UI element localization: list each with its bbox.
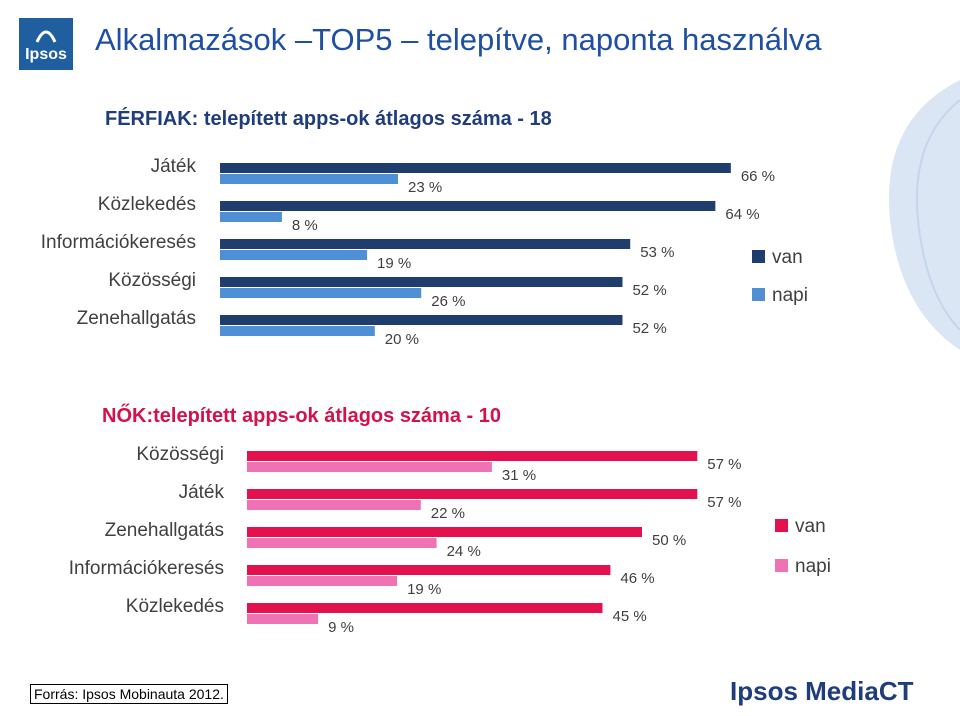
bar-van bbox=[220, 277, 623, 287]
category-label: Közlekedés bbox=[98, 194, 196, 215]
data-label-napi: 23 % bbox=[408, 179, 442, 196]
bar-napi bbox=[247, 614, 319, 624]
bar-napi bbox=[220, 212, 282, 222]
bar-napi bbox=[220, 288, 422, 298]
bar-napi bbox=[247, 500, 421, 510]
category-label: Közösségi bbox=[136, 444, 224, 465]
data-label-napi: 9 % bbox=[328, 619, 354, 636]
data-label-napi: 20 % bbox=[385, 331, 419, 348]
category-label: Közlekedés bbox=[126, 596, 224, 617]
men-chart-title: FÉRFIAK: telepített apps-ok átlagos szám… bbox=[105, 108, 552, 130]
data-label-van: 52 % bbox=[632, 282, 666, 299]
bar-van bbox=[220, 239, 631, 249]
legend-label-napi: napi bbox=[772, 285, 808, 306]
legend-label-van: van bbox=[795, 516, 826, 537]
legend-swatch-napi bbox=[775, 559, 788, 572]
category-label: Játék bbox=[179, 482, 225, 503]
bar-napi bbox=[247, 576, 398, 586]
bar-napi bbox=[247, 538, 437, 548]
bar-van bbox=[247, 527, 642, 537]
bar-napi bbox=[220, 250, 368, 260]
category-label: Játék bbox=[151, 156, 197, 177]
data-label-napi: 19 % bbox=[377, 255, 411, 272]
brand-logo-text: Ipsos MediaCT bbox=[730, 676, 914, 706]
legend-swatch-napi bbox=[752, 288, 765, 301]
data-label-van: 53 % bbox=[640, 244, 674, 261]
women-bar-chart: Közösségi 57 % 31 % Játék 57 % 22 % Zenehallga… bbox=[69, 444, 831, 636]
data-label-napi: 8 % bbox=[292, 217, 318, 234]
legend-swatch-van bbox=[775, 519, 788, 532]
bar-van bbox=[247, 489, 698, 499]
bar-van bbox=[247, 451, 698, 461]
category-label: Információkeresés bbox=[41, 232, 196, 253]
bar-napi bbox=[247, 462, 492, 472]
bar-van bbox=[220, 163, 731, 173]
data-label-van: 45 % bbox=[613, 608, 647, 625]
data-label-napi: 31 % bbox=[502, 467, 536, 484]
category-label: Közösségi bbox=[108, 270, 196, 291]
bar-napi bbox=[220, 326, 375, 336]
men-bar-chart: Játék 66 % 23 % Közlekedés 64 % 8 % Információ… bbox=[41, 156, 808, 348]
data-label-napi: 22 % bbox=[431, 505, 465, 522]
women-chart-title: NŐK:telepített apps-ok átlagos száma - 1… bbox=[102, 405, 501, 427]
bar-van bbox=[220, 201, 716, 211]
legend-label-napi: napi bbox=[795, 556, 831, 577]
legend-label-van: van bbox=[772, 247, 803, 268]
data-label-van: 46 % bbox=[620, 570, 654, 587]
data-label-van: 66 % bbox=[741, 168, 775, 185]
page-title: Alkalmazások –TOP5 – telepítve, naponta … bbox=[95, 22, 822, 57]
bar-van bbox=[247, 565, 611, 575]
logo-text: Ipsos bbox=[25, 46, 67, 63]
decorative-arc bbox=[888, 80, 960, 350]
data-label-van: 57 % bbox=[707, 494, 741, 511]
data-label-van: 52 % bbox=[632, 320, 666, 337]
data-label-van: 57 % bbox=[707, 456, 741, 473]
category-label: Információkeresés bbox=[69, 558, 224, 579]
data-label-van: 50 % bbox=[652, 532, 686, 549]
bar-van bbox=[220, 315, 623, 325]
category-label: Zenehallgatás bbox=[105, 520, 224, 541]
data-label-van: 64 % bbox=[725, 206, 759, 223]
data-label-napi: 26 % bbox=[431, 293, 465, 310]
legend-swatch-van bbox=[752, 250, 765, 263]
category-label: Zenehallgatás bbox=[77, 308, 196, 329]
ipsos-logo: Ipsos bbox=[19, 18, 73, 70]
bar-van bbox=[247, 603, 603, 613]
source-note: Forrás: Ipsos Mobinauta 2012. bbox=[30, 684, 228, 704]
data-label-napi: 24 % bbox=[447, 543, 481, 560]
bar-napi bbox=[220, 174, 399, 184]
logo-arc-icon bbox=[35, 30, 57, 43]
data-label-napi: 19 % bbox=[407, 581, 441, 598]
